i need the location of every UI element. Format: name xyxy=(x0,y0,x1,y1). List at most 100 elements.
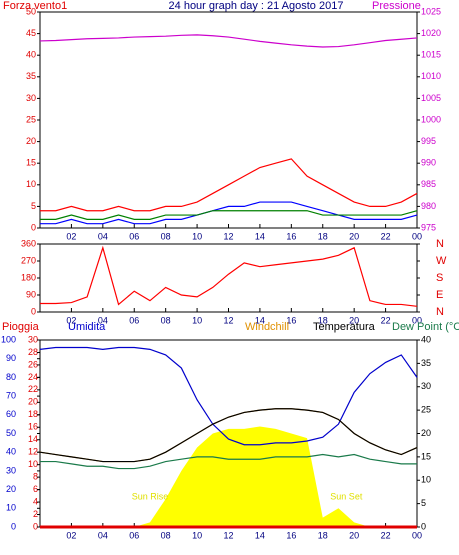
x-tick-label: 02 xyxy=(66,315,76,325)
y-tick-label: 30 xyxy=(26,93,36,103)
x-tick-label: 02 xyxy=(66,231,76,241)
y2-tick-label: N xyxy=(436,306,444,318)
y-tick-label: 50 xyxy=(26,6,36,16)
wind-axis-label: Forza vento1 xyxy=(3,0,67,12)
y2-tick-label: 1020 xyxy=(421,28,441,38)
x-tick-label: 02 xyxy=(66,530,76,540)
y3-tick-label: 30 xyxy=(28,334,38,344)
y-tick-label: 70 xyxy=(6,390,16,400)
x-tick-label: 00 xyxy=(412,530,422,540)
x-tick-label: 04 xyxy=(98,315,108,325)
y3-tick-label: 18 xyxy=(28,409,38,419)
y2-tick-label: 40 xyxy=(421,334,431,344)
y2-tick-label: 985 xyxy=(421,179,436,189)
legend-entry: Windchill xyxy=(245,321,289,333)
y-tick-label: 360 xyxy=(21,238,36,248)
x-tick-label: 22 xyxy=(381,315,391,325)
x-tick-label: 12 xyxy=(223,530,233,540)
x-tick-label: 14 xyxy=(255,231,265,241)
x-tick-label: 14 xyxy=(255,315,265,325)
y-tick-label: 50 xyxy=(6,428,16,438)
y-tick-label: 270 xyxy=(21,255,36,265)
x-tick-label: 10 xyxy=(192,530,202,540)
y3-tick-label: 24 xyxy=(28,372,38,382)
y3-tick-label: 10 xyxy=(28,459,38,469)
series-line xyxy=(39,34,418,48)
y-tick-label: 35 xyxy=(26,71,36,81)
y2-tick-label: 1010 xyxy=(421,71,441,81)
y3-tick-label: 20 xyxy=(28,397,38,407)
legend-entry: Dew Point (°C xyxy=(392,321,459,333)
y-tick-label: 45 xyxy=(26,28,36,38)
y3-tick-label: 4 xyxy=(33,496,38,506)
x-tick-label: 08 xyxy=(161,231,171,241)
y-tick-label: 90 xyxy=(26,289,36,299)
y3-tick-label: 14 xyxy=(28,434,38,444)
y2-tick-label: 1015 xyxy=(421,50,441,60)
x-tick-label: 10 xyxy=(192,231,202,241)
legend-entry: Umidita xyxy=(68,321,106,333)
y-tick-label: 5 xyxy=(31,201,36,211)
x-tick-label: 16 xyxy=(286,231,296,241)
y-tick-label: 90 xyxy=(6,353,16,363)
y2-tick-label: 975 xyxy=(421,222,436,232)
y2-tick-label: 35 xyxy=(421,358,431,368)
chart-title: 24 hour graph day : 21 Agosto 2017 xyxy=(169,0,344,12)
y3-tick-label: 26 xyxy=(28,359,38,369)
x-tick-label: 04 xyxy=(98,530,108,540)
y2-tick-label: W xyxy=(436,255,447,267)
y2-tick-label: 0 xyxy=(421,521,426,531)
y3-tick-label: 8 xyxy=(33,472,38,482)
x-tick-label: 00 xyxy=(412,315,422,325)
x-tick-label: 00 xyxy=(412,231,422,241)
series-line xyxy=(40,453,417,470)
y2-tick-label: 1000 xyxy=(421,114,441,124)
pressure-axis-label: Pressione xyxy=(372,0,421,12)
series-line xyxy=(40,158,418,212)
x-tick-label: 10 xyxy=(192,315,202,325)
x-tick-label: 06 xyxy=(129,315,139,325)
x-tick-label: 08 xyxy=(161,530,171,540)
y2-tick-label: 10 xyxy=(421,475,431,485)
x-tick-label: 20 xyxy=(349,315,359,325)
annotation: Sun Rise xyxy=(132,491,169,501)
y-tick-label: 80 xyxy=(6,372,16,382)
y2-tick-label: 1025 xyxy=(421,6,441,16)
x-tick-label: 18 xyxy=(318,530,328,540)
y3-tick-label: 28 xyxy=(28,347,38,357)
series-line xyxy=(40,245,418,307)
x-tick-label: 18 xyxy=(318,231,328,241)
y2-tick-label: 25 xyxy=(421,405,431,415)
y-tick-label: 25 xyxy=(26,114,36,124)
y-tick-label: 15 xyxy=(26,158,36,168)
y3-tick-label: 6 xyxy=(33,484,38,494)
y2-tick-label: 5 xyxy=(421,498,426,508)
y3-tick-label: 0 xyxy=(33,521,38,531)
legend-entry: Temperatura xyxy=(313,321,376,333)
x-tick-label: 12 xyxy=(223,315,233,325)
y-tick-label: 0 xyxy=(11,521,16,531)
legend-entry: Pioggia xyxy=(2,321,40,333)
y3-tick-label: 12 xyxy=(28,447,38,457)
y-tick-label: 0 xyxy=(31,222,36,232)
y-tick-label: 20 xyxy=(26,136,36,146)
y2-tick-label: 990 xyxy=(421,158,436,168)
y2-tick-label: 995 xyxy=(421,136,436,146)
x-tick-label: 16 xyxy=(286,315,296,325)
y-tick-label: 40 xyxy=(26,50,36,60)
x-tick-label: 14 xyxy=(255,530,265,540)
x-tick-label: 22 xyxy=(381,530,391,540)
y2-tick-label: S xyxy=(436,272,443,284)
y-tick-label: 60 xyxy=(6,409,16,419)
x-tick-label: 08 xyxy=(161,315,171,325)
y2-tick-label: 980 xyxy=(421,201,436,211)
x-tick-label: 16 xyxy=(286,530,296,540)
x-tick-label: 06 xyxy=(129,231,139,241)
y-tick-label: 30 xyxy=(6,465,16,475)
x-tick-label: 18 xyxy=(318,315,328,325)
solar-area xyxy=(40,426,417,527)
y2-tick-label: 30 xyxy=(421,381,431,391)
x-tick-label: 04 xyxy=(98,231,108,241)
y-tick-label: 180 xyxy=(21,272,36,282)
